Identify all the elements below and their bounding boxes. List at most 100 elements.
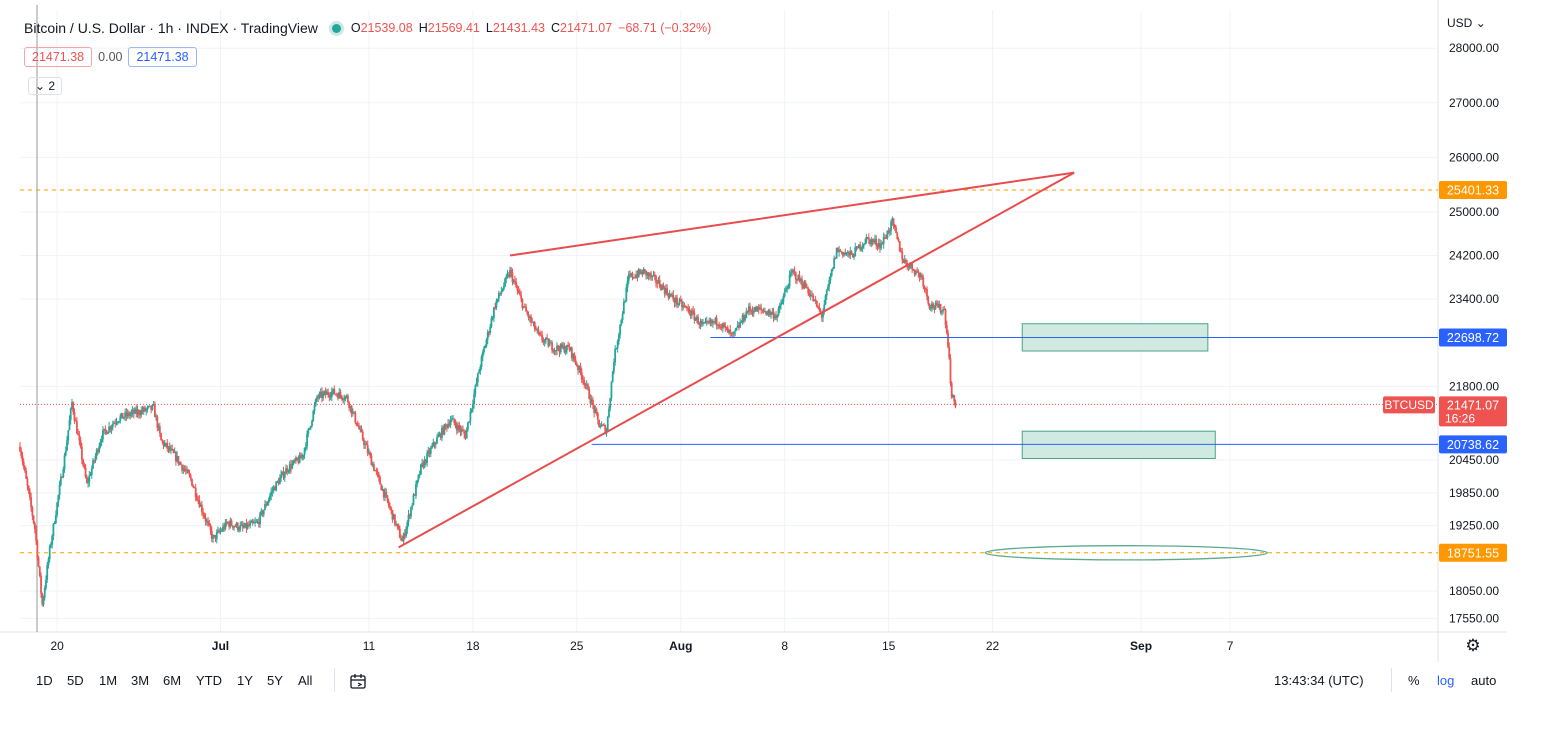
candle-body (67, 430, 70, 441)
candle-body (348, 402, 351, 409)
candle-body (238, 529, 240, 531)
candle-body (943, 309, 946, 311)
candle-body (240, 524, 243, 526)
candle-body (260, 510, 263, 514)
candle-body (379, 477, 381, 485)
candle-body (285, 468, 287, 474)
calendar-range-icon[interactable] (349, 672, 367, 690)
y-tick-label: 20450.00 (1449, 453, 1499, 467)
candle-body (782, 296, 785, 302)
candle-body (755, 306, 758, 312)
candle-body (642, 269, 645, 275)
candle-body (187, 469, 190, 473)
candle-body (324, 391, 327, 395)
candle-body (386, 495, 389, 502)
range-1d[interactable]: 1D (36, 673, 53, 688)
candle-body (485, 339, 488, 346)
candle-body (125, 412, 128, 417)
candle-body (692, 310, 695, 313)
candle-body (66, 440, 68, 451)
collapse-indicators-button[interactable]: ⌄ 2 (28, 77, 63, 95)
market-status-dot (331, 23, 341, 33)
candle-body (834, 257, 837, 259)
candle-body (858, 244, 860, 249)
candle-body (708, 321, 711, 323)
candle-body (327, 392, 329, 396)
candle-body (768, 310, 771, 315)
bid-box[interactable]: 21471.38 (24, 47, 93, 67)
candle-body (455, 425, 458, 431)
range-6m[interactable]: 6M (163, 673, 182, 688)
candle-body (700, 320, 703, 324)
log-scale-toggle[interactable]: log (1437, 673, 1455, 688)
utc-clock[interactable]: 13:43:34 (UTC) (1274, 673, 1364, 688)
candle-body (257, 521, 260, 525)
candle-body (124, 412, 127, 418)
candle-body (502, 286, 505, 290)
candle-body (672, 294, 675, 301)
candle-body (307, 429, 310, 434)
range-1m[interactable]: 1M (99, 673, 118, 688)
candle-body (797, 275, 800, 281)
candle-body (61, 477, 63, 479)
candle-body (611, 371, 614, 383)
candle-body (129, 414, 132, 416)
candle-body (100, 439, 103, 442)
candle-body (282, 471, 285, 478)
candle-body (87, 482, 89, 484)
candle-body (522, 306, 525, 308)
symbol-title[interactable]: Bitcoin / U.S. Dollar · 1h · INDEX · Tra… (24, 20, 318, 36)
candle-body (417, 474, 420, 481)
candle-body (276, 481, 279, 483)
candle-body (809, 294, 812, 296)
currency-selector[interactable]: USD ⌄ (1447, 16, 1486, 30)
candle-body (390, 507, 393, 510)
auto-scale-toggle[interactable]: auto (1471, 673, 1497, 688)
candle-body (131, 410, 134, 413)
candle-body (115, 422, 118, 424)
candle-body (226, 522, 229, 524)
range-5y[interactable]: 5Y (267, 673, 283, 688)
candle-body (360, 428, 363, 432)
target-ellipse (984, 545, 1268, 561)
candle-body (859, 244, 862, 250)
range-1y[interactable]: 1Y (237, 673, 253, 688)
candle-body (629, 274, 631, 276)
candle-body (947, 332, 949, 347)
range-5d[interactable]: 5D (67, 673, 84, 688)
candle-body (749, 306, 751, 311)
ask-box[interactable]: 21471.38 (128, 47, 197, 67)
candle-body (760, 307, 763, 310)
gear-icon[interactable]: ⚙ (1465, 636, 1480, 655)
range-all[interactable]: All (298, 673, 313, 688)
candle-body (688, 308, 691, 314)
candle-body (80, 446, 83, 460)
candle-body (141, 410, 144, 412)
candle-body (489, 326, 492, 333)
high-label: H (418, 21, 428, 35)
percent-scale-toggle[interactable]: % (1408, 673, 1420, 688)
candle-body (332, 388, 334, 392)
candle-body (337, 394, 339, 399)
range-3m[interactable]: 3M (131, 673, 150, 688)
candle-body (183, 468, 186, 471)
candle-body (891, 218, 894, 222)
candle-body (501, 289, 504, 292)
candle-body (262, 509, 265, 515)
candle-body (566, 344, 568, 351)
candle-body (157, 426, 160, 428)
candle-body (306, 433, 308, 447)
candle-body (445, 425, 448, 428)
candle-body (869, 239, 871, 245)
range-ytd[interactable]: YTD (196, 673, 222, 688)
candle-body (549, 342, 552, 344)
candle-body (113, 422, 115, 424)
candle-body (79, 440, 82, 447)
candle-body (713, 321, 716, 323)
candle-body (58, 484, 61, 496)
x-tick-label: Sep (1130, 639, 1152, 653)
candle-body (559, 343, 562, 353)
candle-body (725, 327, 728, 329)
candle-body (471, 403, 474, 409)
